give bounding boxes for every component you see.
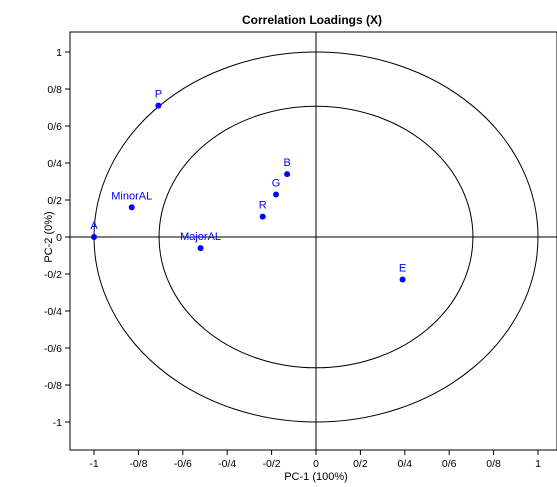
point-b xyxy=(284,171,291,178)
x-tick-label: 0/8 xyxy=(486,458,501,470)
y-tick-label: -0/6 xyxy=(44,343,62,355)
x-tick-label: 0/2 xyxy=(353,458,368,470)
y-axis-label: PC-2 (0%) xyxy=(43,211,55,262)
y-tick-label: -0/8 xyxy=(44,380,62,392)
x-tick-label: 1 xyxy=(535,458,541,470)
x-tick-label: 0/6 xyxy=(442,458,457,470)
point-label-b: B xyxy=(283,157,290,169)
x-tick-label: 0/4 xyxy=(397,458,412,470)
plot-frame xyxy=(69,31,557,451)
y-tick-label: 0/2 xyxy=(47,195,62,207)
x-tick-label: 0 xyxy=(313,458,319,470)
x-tick-label: -1 xyxy=(89,458,98,470)
x-tick-label: -0/8 xyxy=(129,458,147,470)
point-label-a: A xyxy=(90,220,98,232)
y-tick-label: -1 xyxy=(53,417,62,429)
y-tick-label: -0/4 xyxy=(44,306,62,318)
y-tick-label: -0/2 xyxy=(44,269,62,281)
point-label-e: E xyxy=(399,263,406,275)
point-r xyxy=(259,213,266,220)
x-tick-label: -0/6 xyxy=(174,458,192,470)
point-a xyxy=(91,234,97,240)
point-p xyxy=(155,102,162,109)
y-tick-label: 1 xyxy=(56,47,62,59)
y-tick-label: 0 xyxy=(56,232,62,244)
point-label-p: P xyxy=(155,89,162,101)
y-tick-label: 0/6 xyxy=(47,121,62,133)
point-label-majoral: MajorAL xyxy=(180,231,221,243)
inner-circle xyxy=(158,105,474,369)
x-tick-label: -0/4 xyxy=(218,458,236,470)
point-label-g: G xyxy=(272,177,281,189)
point-label-minoral: MinorAL xyxy=(111,190,152,202)
point-g xyxy=(273,191,280,198)
x-axis-label: PC-1 (100%) xyxy=(284,471,348,483)
point-e xyxy=(399,276,406,283)
point-minoral xyxy=(128,204,135,211)
point-majoral xyxy=(197,245,204,252)
y-tick-label: 0/4 xyxy=(47,158,62,170)
chart-title: Correlation Loadings (X) xyxy=(242,13,382,27)
point-label-r: R xyxy=(259,200,267,212)
y-tick-label: 0/8 xyxy=(47,84,62,96)
x-tick-label: -0/2 xyxy=(263,458,281,470)
